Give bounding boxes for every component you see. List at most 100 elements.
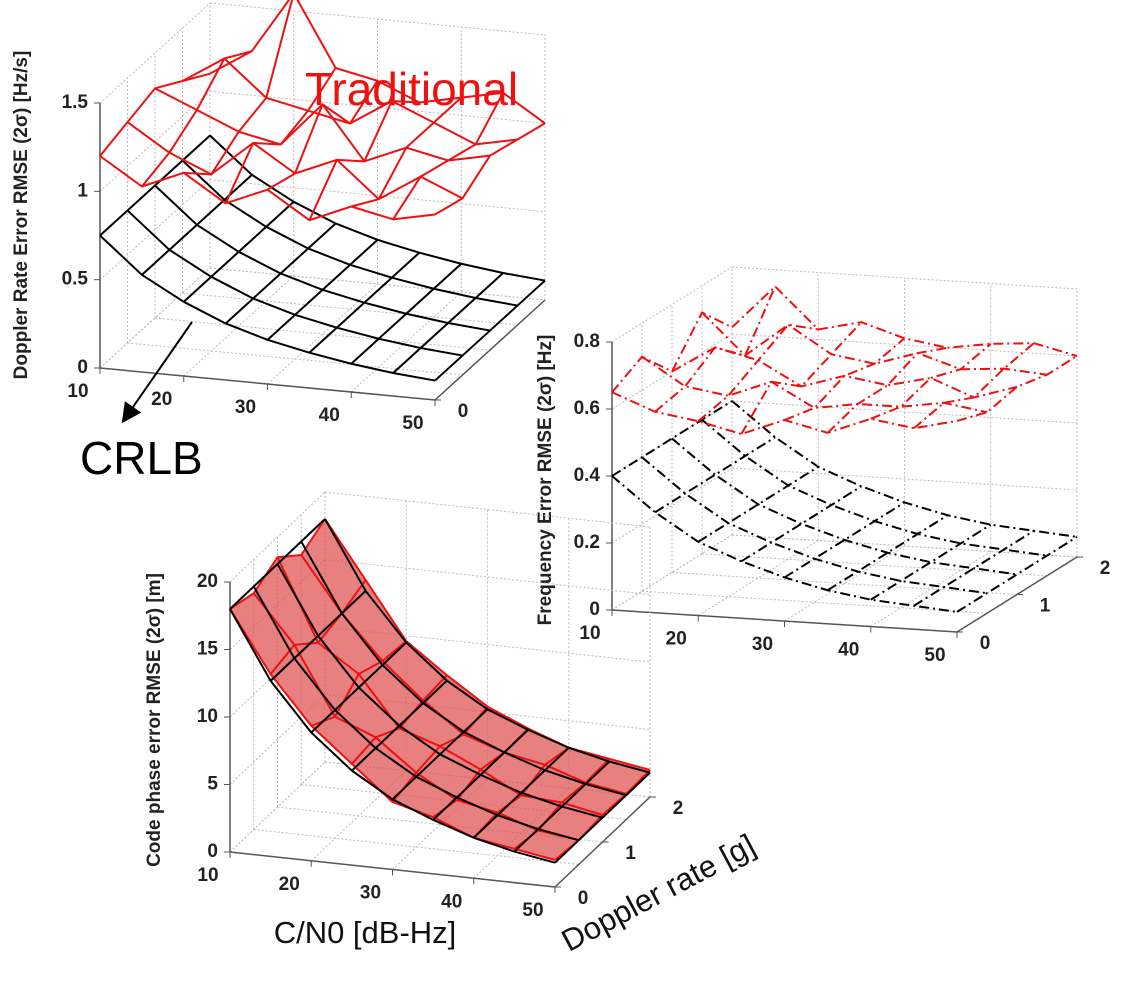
surface-line bbox=[697, 465, 819, 543]
x-tick-label: 30 bbox=[752, 634, 773, 655]
surface-line bbox=[671, 346, 1018, 399]
z-tick-label: 20 bbox=[197, 571, 218, 592]
surface-line bbox=[611, 400, 733, 477]
y-tick-label: 1 bbox=[625, 843, 636, 864]
surface-patch bbox=[253, 557, 319, 645]
surface-line bbox=[183, 201, 295, 303]
surface-line bbox=[392, 92, 505, 220]
grid-line bbox=[611, 333, 733, 410]
z-tick-label: 0.2 bbox=[574, 532, 600, 553]
z-axis-label: Code phase error RMSE (2σ) [m] bbox=[144, 573, 165, 867]
z-tick-label: 1 bbox=[77, 180, 88, 201]
grid-line bbox=[99, 2, 211, 104]
z-tick-label: 0.8 bbox=[574, 331, 600, 352]
surface-line bbox=[310, 641, 407, 734]
grid-line bbox=[784, 545, 905, 622]
surface-line bbox=[434, 122, 546, 216]
z-axis-label: Doppler Rate Error RMSE (2σ) [Hz/s] bbox=[11, 51, 32, 380]
surface-line bbox=[654, 436, 776, 514]
surface-line bbox=[266, 80, 379, 191]
surface-patch bbox=[521, 764, 586, 803]
surface-line bbox=[350, 96, 462, 208]
grid-line bbox=[611, 266, 733, 343]
surface-line bbox=[641, 355, 988, 414]
surface-line bbox=[697, 323, 819, 422]
z-tick-label: 10 bbox=[197, 706, 218, 727]
grid-line bbox=[209, 267, 546, 301]
surface-line bbox=[701, 311, 1048, 376]
grid-line bbox=[253, 829, 579, 865]
z-tick-label: 1.5 bbox=[62, 92, 89, 113]
surface-line bbox=[554, 771, 651, 864]
annotation: Traditional bbox=[305, 63, 518, 115]
grid-line bbox=[731, 467, 1078, 491]
z-tick-label: 5 bbox=[207, 774, 218, 795]
surface-line bbox=[351, 674, 448, 765]
grid-line bbox=[641, 590, 988, 614]
grid-line bbox=[127, 342, 463, 376]
arrow bbox=[121, 321, 193, 424]
z-tick-label: 15 bbox=[197, 639, 219, 660]
x-tick-label: 20 bbox=[279, 874, 300, 895]
surface-line bbox=[141, 50, 253, 188]
z-axis-label: Frequency Error RMSE (2σ) [Hz] bbox=[535, 335, 556, 626]
surface-line bbox=[351, 679, 448, 772]
surface-line bbox=[432, 729, 529, 821]
grid-line bbox=[701, 553, 1048, 577]
grid-line bbox=[731, 266, 1078, 290]
y-tick-label: 2 bbox=[1100, 558, 1111, 579]
grid-line bbox=[99, 90, 211, 192]
x-tick-label: 50 bbox=[924, 645, 945, 666]
x-tick-label: 50 bbox=[402, 413, 423, 434]
grid-line bbox=[183, 275, 295, 377]
surface-line bbox=[740, 485, 862, 563]
z-tick-label: 0 bbox=[77, 357, 88, 378]
surface-patch bbox=[301, 519, 366, 614]
x-tick-label: 40 bbox=[319, 405, 340, 426]
surface-line bbox=[392, 272, 504, 374]
grid-line bbox=[731, 534, 1078, 558]
y-tick-label: 0 bbox=[980, 633, 991, 654]
x-tick-label: 40 bbox=[838, 640, 859, 661]
surface-line bbox=[641, 456, 988, 595]
surface-line bbox=[913, 342, 1035, 430]
surface-patch bbox=[230, 593, 295, 675]
grid-line bbox=[611, 467, 733, 544]
surface-line bbox=[513, 760, 611, 853]
surface-line bbox=[701, 418, 1048, 557]
grid-line bbox=[324, 491, 651, 528]
y-tick-label: 0 bbox=[458, 401, 469, 422]
surface-patch bbox=[277, 555, 342, 643]
surface-line bbox=[783, 501, 906, 579]
surface-line bbox=[784, 337, 906, 421]
grid-line bbox=[324, 559, 651, 595]
surface-line bbox=[308, 100, 420, 221]
grid-line bbox=[99, 179, 211, 281]
surface-line bbox=[654, 286, 777, 413]
surface-patch bbox=[358, 660, 424, 729]
grid-line bbox=[731, 333, 1078, 357]
surface-line bbox=[391, 708, 489, 801]
z-tick-label: 0.5 bbox=[62, 269, 89, 290]
x-tick-label: 10 bbox=[197, 865, 218, 886]
surface-patch bbox=[311, 716, 376, 764]
surface-line bbox=[956, 536, 1078, 613]
surface-line bbox=[99, 134, 211, 237]
surface-patch bbox=[497, 795, 562, 831]
grid-line bbox=[324, 626, 651, 663]
x-axis-label: C/N0 [dB-Hz] bbox=[274, 915, 457, 950]
grid-line bbox=[731, 400, 1078, 424]
grid-line bbox=[154, 317, 491, 351]
surface-patch bbox=[318, 613, 383, 674]
surface-line bbox=[183, 0, 294, 176]
surface-patch bbox=[440, 734, 505, 770]
surface-line bbox=[350, 262, 462, 365]
surface-line bbox=[671, 437, 1018, 576]
y-tick-label: 2 bbox=[673, 798, 684, 819]
grid-line bbox=[182, 292, 518, 326]
surface-line bbox=[870, 523, 992, 601]
surface-patch bbox=[341, 580, 407, 661]
surface-line bbox=[611, 475, 958, 613]
surface-patch bbox=[382, 641, 447, 701]
